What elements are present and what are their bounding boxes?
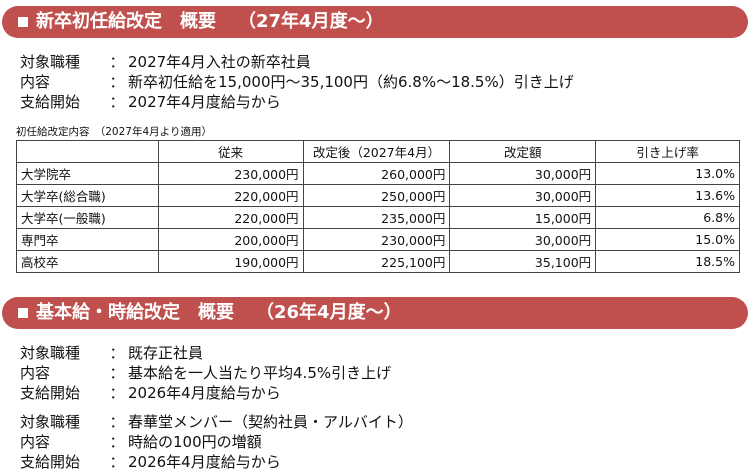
table-cell: 225,100円 [302,250,451,273]
table-row: 高校卒 190,000円 225,100円 35,100円 18.5% [16,250,740,273]
summary-value: 基本給を一人当たり平均4.5%引き上げ [128,364,392,382]
table-cell: 30,000円 [449,162,597,185]
summary-key: 対象職種 [20,344,81,362]
table-cell: 230,000円 [157,162,304,185]
summary-value: 2027年4月入社の新卒社員 [128,53,311,71]
summary-value: 既存正社員 [128,344,204,362]
table-row: 大学院卒 230,000円 260,000円 30,000円 13.0% [16,162,740,185]
banner-title: 新卒初任給改定 概要 [36,11,216,32]
table-header: 改定後（2027年4月） [302,140,451,163]
separator: ： [109,344,125,362]
table-cell: 35,100円 [449,250,597,273]
separator: ： [109,93,125,111]
banner-subtitle: （26年4月度～） [256,302,402,323]
table-cell: 専門卒 [16,228,159,251]
table-cell: 230,000円 [302,228,451,251]
summary-row: 内容 ：時給の100円の増額 [20,432,413,452]
summary-value: 春華堂メンバー（契約社員・アルバイト） [128,413,413,431]
summary-row: 支給開始 ： 2027年4月度給与から [20,92,574,112]
separator: ： [109,413,125,431]
table-cell: 15.0% [595,228,740,251]
summary-key: 支給開始 [20,384,81,402]
table-cell: 大学卒(総合職) [16,184,159,207]
section-banner-new-grad: 新卒初任給改定 概要 （27年4月度～） [2,6,748,38]
separator: ： [109,53,125,71]
table-cell: 190,000円 [157,250,304,273]
summary-value: 新卒初任給を15,000円～35,100円（約6.8%～18.5%）引き上げ [128,73,574,91]
table-cell: 13.6% [595,184,740,207]
table-cell: 大学院卒 [16,162,159,185]
section-banner-base-pay: 基本給・時給改定 概要 （26年4月度～） [2,297,748,329]
table-cell: 30,000円 [449,184,597,207]
separator: ： [109,384,125,402]
table-cell: 220,000円 [157,184,304,207]
table-cell: 6.8% [595,206,740,229]
summary-row: 対象職種 ：春華堂メンバー（契約社員・アルバイト） [20,412,413,432]
square-bullet-icon [18,17,28,27]
summary-row: 支給開始 ： 2026年4月度給与から [20,383,391,403]
summary-row: 対象職種 ：既存正社員 [20,343,391,363]
separator: ： [109,433,125,451]
summary-row: 対象職種 ： 2027年4月入社の新卒社員 [20,52,574,72]
regular-employee-summary: 対象職種：既存正社員 内容：基本給を一人当たり平均4.5%引き上げ 支給開始： 2… [20,343,391,403]
table-cell: 高校卒 [16,250,159,273]
member-summary: 対象職種：春華堂メンバー（契約社員・アルバイト） 内容：時給の100円の増額 支… [20,412,413,472]
table-header-row: 従来 改定後（2027年4月） 改定額 引き上げ率 [16,140,740,163]
separator: ： [109,73,125,91]
table-header: 引き上げ率 [595,140,740,163]
table-caption: 初任給改定内容 （2027年4月より適用） [16,126,212,138]
summary-key: 支給開始 [20,453,81,471]
table-cell: 13.0% [595,162,740,185]
table-row: 専門卒 200,000円 230,000円 30,000円 15.0% [16,228,740,251]
summary-value: 時給の100円の増額 [128,433,262,451]
summary-value: 2026年4月度給与から [128,384,281,402]
square-bullet-icon [18,308,28,318]
summary-key: 対象職種 [20,413,81,431]
table-cell: 220,000円 [157,206,304,229]
table-header: 改定額 [449,140,597,163]
summary-value: 2026年4月度給与から [128,453,281,471]
new-grad-summary: 対象職種： 2027年4月入社の新卒社員 内容：新卒初任給を15,000円～35,… [20,52,574,112]
table-row: 大学卒(総合職) 220,000円 250,000円 30,000円 13.6% [16,184,740,207]
summary-key: 内容 [20,73,51,91]
table-header: 従来 [157,140,304,163]
table-cell: 260,000円 [302,162,451,185]
summary-row: 内容 ：新卒初任給を15,000円～35,100円（約6.8%～18.5%）引き上… [20,72,574,92]
table-cell: 大学卒(一般職) [16,206,159,229]
table-cell: 200,000円 [157,228,304,251]
table-header [16,140,159,163]
table-row: 大学卒(一般職) 220,000円 235,000円 15,000円 6.8% [16,206,740,229]
table-cell: 15,000円 [449,206,597,229]
table-cell: 250,000円 [302,184,451,207]
summary-value: 2027年4月度給与から [128,93,281,111]
banner-title: 基本給・時給改定 概要 [36,302,234,323]
table-cell: 18.5% [595,250,740,273]
summary-row: 支給開始 ： 2026年4月度給与から [20,452,413,472]
summary-row: 内容 ：基本給を一人当たり平均4.5%引き上げ [20,363,391,383]
table-cell: 30,000円 [449,228,597,251]
table-cell: 235,000円 [302,206,451,229]
banner-subtitle: （27年4月度～） [238,11,384,32]
separator: ： [109,364,125,382]
summary-key: 内容 [20,433,51,451]
summary-key: 支給開始 [20,93,81,111]
separator: ： [109,453,125,471]
summary-key: 対象職種 [20,53,81,71]
summary-key: 内容 [20,364,51,382]
salary-table: 従来 改定後（2027年4月） 改定額 引き上げ率 大学院卒 230,000円 … [16,140,740,273]
